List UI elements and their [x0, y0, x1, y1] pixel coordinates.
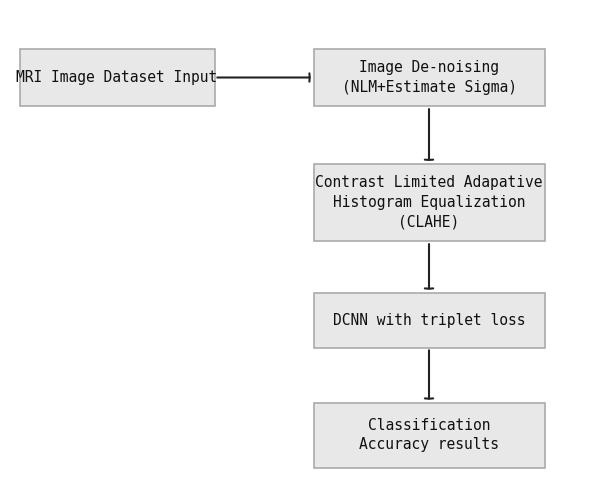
- FancyBboxPatch shape: [19, 49, 215, 106]
- Text: DCNN with triplet loss: DCNN with triplet loss: [333, 312, 525, 328]
- Text: MRI Image Dataset Input: MRI Image Dataset Input: [16, 70, 218, 85]
- FancyBboxPatch shape: [314, 292, 545, 348]
- Text: Classification
Accuracy results: Classification Accuracy results: [359, 418, 499, 452]
- Text: Image De-noising
(NLM+Estimate Sigma): Image De-noising (NLM+Estimate Sigma): [341, 60, 517, 95]
- Text: Contrast Limited Adapative
Histogram Equalization
(CLAHE): Contrast Limited Adapative Histogram Equ…: [315, 175, 543, 230]
- FancyBboxPatch shape: [314, 164, 545, 242]
- FancyBboxPatch shape: [314, 402, 545, 468]
- FancyBboxPatch shape: [314, 49, 545, 106]
